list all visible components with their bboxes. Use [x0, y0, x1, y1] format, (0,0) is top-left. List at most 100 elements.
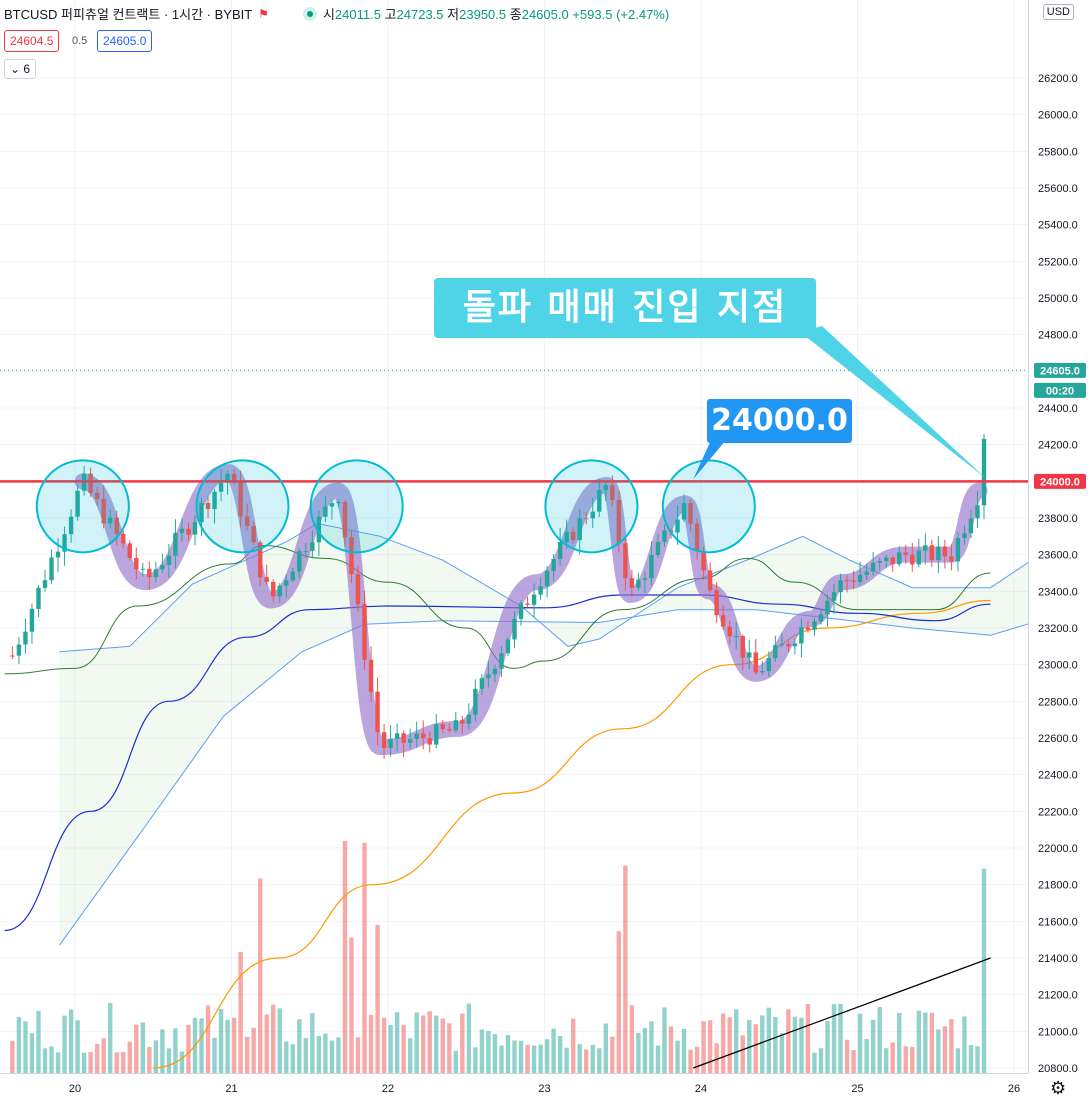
volume-bar: [10, 1040, 15, 1073]
volume-bar: [218, 1008, 224, 1073]
y-tick-label: 23400.0: [1038, 586, 1078, 598]
currency-button[interactable]: USD: [1042, 4, 1074, 20]
volume-bar: [734, 1009, 739, 1073]
volume-bar: [675, 1040, 680, 1073]
volume-bar: [316, 1035, 322, 1073]
volume-bar: [414, 1012, 419, 1073]
volume-bar: [786, 1009, 791, 1073]
candle-body: [166, 555, 172, 565]
candle-body: [127, 543, 132, 558]
volume-bar: [251, 1027, 256, 1073]
candle-body: [453, 720, 459, 731]
candle-body: [642, 578, 648, 580]
volume-bar: [231, 1017, 237, 1073]
level-badge: 24000.0: [707, 399, 852, 443]
candle-body: [597, 489, 602, 512]
candle-body: [394, 733, 400, 739]
candle-body: [68, 516, 74, 535]
candle-body: [975, 505, 980, 519]
volume-bar: [577, 1044, 582, 1073]
candle-body: [186, 528, 191, 535]
candle-body: [786, 643, 791, 647]
candle-body: [531, 594, 537, 605]
candle-body: [440, 724, 445, 729]
volume-bar: [910, 1047, 915, 1073]
candle-body: [844, 580, 850, 582]
candle-body: [799, 627, 804, 644]
volume-bar: [108, 1003, 113, 1073]
spread-value: 0.5: [72, 35, 88, 47]
volume-bar: [890, 1042, 895, 1073]
volume-bar: [310, 1013, 315, 1073]
candle-body: [368, 659, 374, 692]
candle-body: [955, 537, 961, 562]
volume-bar: [244, 1036, 250, 1073]
volume-bar: [179, 1051, 185, 1073]
candle-body: [981, 438, 987, 506]
volume-bar: [812, 1052, 817, 1073]
volume-bar: [114, 1052, 119, 1073]
volume-bar: [505, 1034, 511, 1073]
candle-body: [192, 522, 198, 535]
candle-body: [62, 534, 67, 552]
volume-bar: [127, 1041, 132, 1073]
x-tick-label: 25: [851, 1083, 863, 1095]
volume-bar: [388, 1025, 393, 1073]
volume-bar: [453, 1050, 459, 1073]
y-tick-label: 25600.0: [1038, 183, 1078, 195]
moving-average-short: [4, 544, 991, 675]
volume-bar: [655, 1045, 661, 1073]
candle-body: [584, 518, 589, 520]
volume-bar: [662, 1007, 667, 1073]
y-tick-label: 22200.0: [1038, 806, 1078, 818]
candle-body: [557, 541, 563, 559]
candle-body: [381, 732, 387, 748]
candle-body: [323, 506, 328, 517]
candle-body: [316, 516, 322, 543]
candle-body: [329, 503, 335, 507]
y-tick-label: 21400.0: [1038, 953, 1078, 965]
indicators-toggle[interactable]: ⌄ 6: [4, 59, 37, 79]
candle-body: [375, 691, 380, 733]
candle-body: [336, 502, 341, 504]
sell-price-button[interactable]: 24604.5: [4, 30, 60, 52]
volume-bar: [355, 1037, 361, 1073]
volume-bar: [257, 878, 263, 1073]
y-tick-label: 23200.0: [1038, 623, 1078, 635]
volume-bar: [297, 1019, 302, 1073]
candle-body: [929, 545, 935, 561]
candle-body: [727, 626, 732, 637]
candle-body: [720, 615, 726, 627]
volume-bar: [94, 1043, 100, 1073]
symbol-title[interactable]: BTCUSD 퍼피츄얼 컨트랙트 · 1시간 · BYBIT: [4, 7, 253, 22]
volume-trend-line: [692, 957, 991, 1069]
candle-body: [225, 473, 230, 483]
volume-bar: [688, 1049, 693, 1073]
volume-bar: [153, 1040, 159, 1073]
change-value: +593.5 (+2.47%): [572, 7, 670, 22]
volume-bar: [407, 1038, 413, 1073]
candle-body: [108, 517, 113, 524]
candle-body: [636, 579, 641, 588]
volume-bar: [668, 1026, 674, 1073]
candle-body: [544, 570, 550, 587]
y-tick-label: 22000.0: [1038, 843, 1078, 855]
market-status-icon: [302, 6, 317, 21]
candle-body: [401, 733, 406, 743]
volume-bar: [701, 1021, 706, 1073]
x-tick-label: 24: [695, 1083, 707, 1095]
gear-icon[interactable]: ⚙: [1050, 1078, 1067, 1098]
candle-body: [747, 652, 752, 658]
buy-price-button[interactable]: 24605.0: [97, 30, 153, 52]
y-tick-label: 21000.0: [1038, 1026, 1078, 1038]
volume-bar: [323, 1033, 328, 1073]
y-tick-label: 24400.0: [1038, 403, 1078, 415]
candle-body: [421, 733, 426, 739]
chevron-down-icon: ⌄: [10, 62, 21, 76]
candle-body: [284, 580, 289, 586]
candle-body: [851, 580, 856, 582]
volume-bar: [290, 1044, 295, 1073]
flag-icon[interactable]: ⚑: [258, 6, 269, 21]
